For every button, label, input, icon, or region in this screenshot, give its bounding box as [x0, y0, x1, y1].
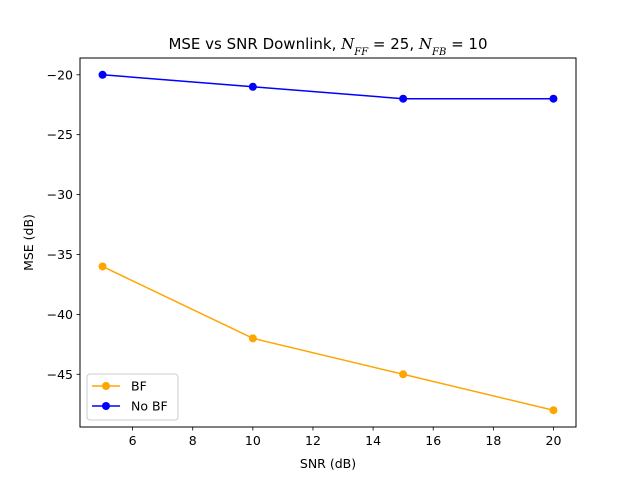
chart-title: MSE vs SNR Downlink, NFF = 25, NFB = 10 — [168, 35, 487, 58]
x-tick-label: 14 — [365, 433, 381, 448]
x-tick-label: 20 — [546, 433, 562, 448]
data-point — [248, 334, 257, 343]
legend-marker — [102, 402, 110, 410]
y-tick-label: −20 — [47, 67, 73, 82]
legend: BF No BF — [86, 373, 179, 421]
x-tick-label: 6 — [129, 433, 137, 448]
x-tick-label: 12 — [305, 433, 321, 448]
x-tick-label: 8 — [189, 433, 197, 448]
plot-area — [98, 70, 558, 415]
x-tick-label: 10 — [245, 433, 261, 448]
y-tick-label: −25 — [47, 127, 73, 142]
y-tick-label: −45 — [47, 367, 73, 382]
x-axis-label: SNR (dB) — [300, 456, 356, 471]
legend-label: No BF — [131, 399, 168, 414]
legend-label: BF — [131, 379, 147, 394]
data-point — [98, 70, 107, 79]
data-point — [98, 262, 107, 271]
y-tick-label: −30 — [47, 187, 73, 202]
y-axis-label: MSE (dB) — [21, 214, 36, 271]
y-tick-label: −35 — [47, 247, 73, 262]
data-point — [248, 82, 257, 91]
data-point — [549, 406, 558, 415]
series-line-bf — [102, 265, 554, 411]
series-line-no-bf — [102, 74, 554, 100]
data-point — [399, 370, 408, 379]
legend-marker — [102, 382, 110, 390]
axes-frame — [79, 57, 577, 428]
data-point — [549, 94, 558, 103]
x-tick-label: 18 — [485, 433, 501, 448]
x-tick-label: 16 — [425, 433, 441, 448]
data-point — [399, 94, 408, 103]
y-tick-label: −40 — [47, 307, 73, 322]
